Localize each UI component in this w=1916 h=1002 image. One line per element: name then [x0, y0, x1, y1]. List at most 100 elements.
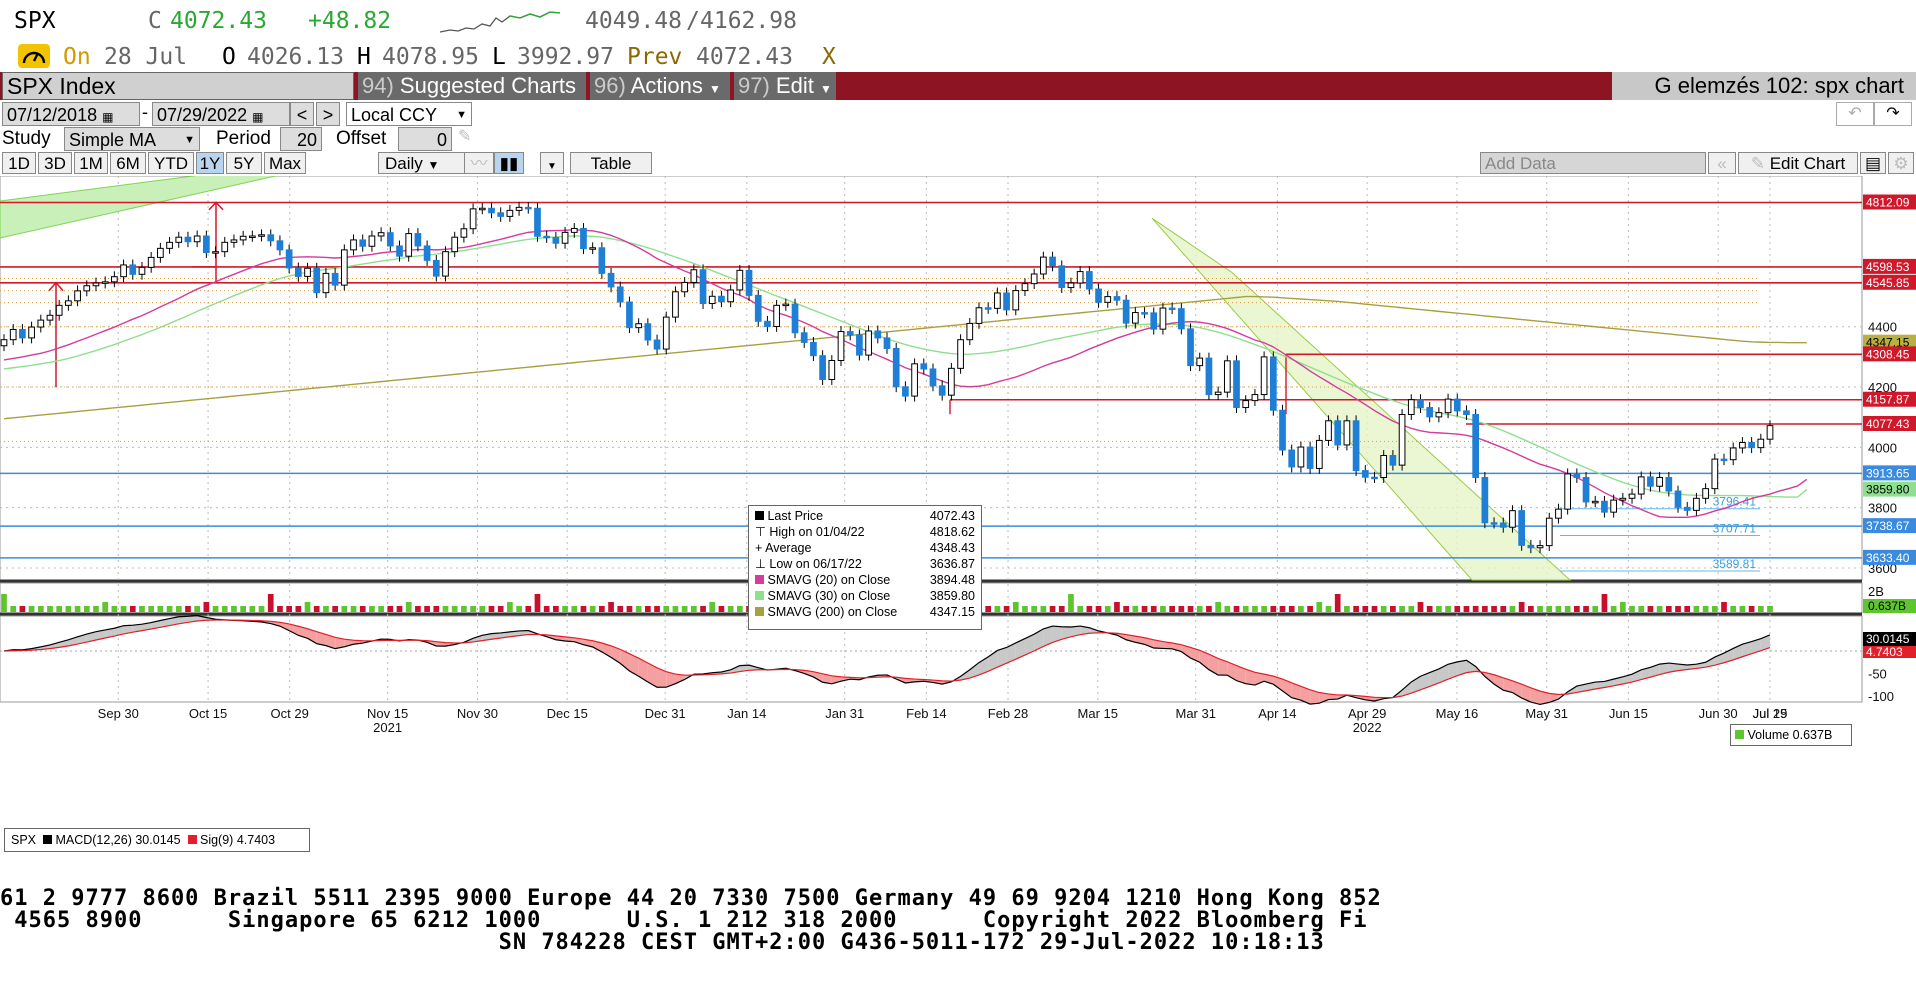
period-button-5y[interactable]: 5Y: [226, 152, 262, 174]
candle: [74, 285, 81, 307]
close-x-button[interactable]: X: [822, 44, 836, 70]
macd-fill: [1402, 681, 1412, 697]
volume-bar: [1307, 606, 1313, 612]
calendar-icon[interactable]: ▦: [102, 110, 114, 124]
volume-bar: [1031, 606, 1038, 612]
candle: [791, 298, 799, 339]
volume-bar: [617, 606, 624, 612]
volume-bar: [1178, 606, 1185, 612]
candle: [368, 230, 376, 252]
period-button-3d[interactable]: 3D: [38, 152, 72, 174]
period-button-1y[interactable]: 1Y: [196, 152, 224, 174]
volume-bar: [212, 606, 219, 612]
period-input[interactable]: 20: [280, 127, 322, 151]
calendar-icon[interactable]: ▦: [252, 110, 264, 124]
volume-bar: [1141, 606, 1148, 612]
candle-body: [1297, 446, 1305, 468]
candle-body: [1306, 446, 1314, 469]
volume-bar: [1058, 606, 1065, 612]
candle-body: [1619, 497, 1627, 501]
volume-bar: [1665, 606, 1672, 612]
macd-fill: [1549, 693, 1559, 703]
macd-fill: [500, 631, 510, 638]
end-date-field[interactable]: 07/29/2022 ▦: [152, 102, 290, 126]
sig-label-box: [1863, 646, 1916, 658]
undo-icon[interactable]: ↶: [1836, 102, 1874, 126]
chart-settings-icon[interactable]: ▤: [1860, 152, 1886, 174]
macd-fill: [1420, 672, 1430, 690]
candle-body: [1012, 290, 1020, 311]
line-chart-icon[interactable]: 〰: [464, 152, 494, 174]
macd-fill: [822, 673, 832, 684]
start-date-field[interactable]: 07/12/2018 ▦: [2, 102, 140, 126]
next-range-button[interactable]: >: [316, 102, 340, 126]
candle: [1361, 465, 1369, 483]
range-sep: /: [686, 8, 700, 34]
y-tick-label: 4400: [1868, 320, 1897, 335]
macd-value: 30.0145: [135, 833, 181, 847]
candle: [681, 277, 688, 298]
edit-chart-button[interactable]: ✎ Edit Chart: [1738, 152, 1858, 174]
candle-body: [1444, 398, 1452, 414]
candle: [1196, 352, 1204, 372]
candle: [543, 230, 551, 243]
volume-bar: [433, 606, 440, 612]
volume-bar: [626, 606, 633, 612]
suggested-charts-menu[interactable]: 94) Suggested Charts: [358, 72, 586, 100]
study-value: Simple MA: [69, 130, 157, 150]
edit-menu[interactable]: 97) Edit ▼: [734, 72, 836, 100]
bar-chart-icon[interactable]: ▮▮: [494, 152, 524, 174]
candle-body: [754, 294, 762, 322]
candle: [534, 202, 541, 242]
open-value: 4026.13: [247, 44, 344, 70]
x-tick-label: Apr 14: [1258, 706, 1296, 721]
legend-square-icon: [755, 607, 764, 616]
volume-bar: [28, 606, 35, 612]
speedometer-icon[interactable]: [18, 44, 50, 68]
candle-body: [193, 235, 201, 243]
chart-type-dropdown[interactable]: ▼: [540, 152, 564, 174]
table-button[interactable]: Table: [570, 152, 652, 174]
frequency-select[interactable]: Daily ▼: [378, 152, 490, 174]
offset-input[interactable]: 0: [398, 127, 452, 151]
candle-body: [313, 267, 321, 294]
date-sep: -: [142, 102, 148, 122]
x-tick-label: May 31: [1525, 706, 1568, 721]
macd-fill: [132, 624, 142, 633]
period-button-1m[interactable]: 1M: [74, 152, 108, 174]
security-field[interactable]: SPX Index: [2, 72, 354, 100]
macd-fill: [1466, 660, 1476, 673]
collapse-icon[interactable]: «: [1708, 152, 1736, 174]
period-button-1d[interactable]: 1D: [2, 152, 36, 174]
prev-range-button[interactable]: <: [290, 102, 314, 126]
candle: [304, 262, 311, 282]
candle-body: [1683, 506, 1691, 511]
volume-bar: [1463, 606, 1470, 612]
candle-body: [672, 291, 679, 318]
high-label: H: [357, 44, 371, 70]
redo-icon[interactable]: ↷: [1874, 102, 1912, 126]
period-button-ytd[interactable]: YTD: [148, 152, 194, 174]
volume-bar: [1739, 606, 1746, 612]
actions-menu[interactable]: 96) Actions ▼: [590, 72, 730, 100]
currency-select[interactable]: Local CCY ▼: [346, 102, 472, 126]
period-button-max[interactable]: Max: [264, 152, 306, 174]
candle: [276, 235, 284, 256]
macd-fill: [1438, 664, 1449, 683]
candle: [28, 321, 35, 344]
candle: [1417, 394, 1424, 413]
candle: [377, 227, 385, 242]
candle-body: [856, 334, 863, 356]
gear-icon[interactable]: ⚙: [1888, 152, 1914, 174]
macd-tick-label: -100: [1868, 689, 1894, 704]
add-data-input[interactable]: Add Data: [1480, 152, 1706, 174]
candle-body: [1214, 391, 1222, 396]
candle-body: [1315, 439, 1323, 469]
study-select[interactable]: Simple MA ▼: [64, 127, 200, 151]
candle-body: [1582, 476, 1590, 503]
candle-body: [1067, 282, 1075, 289]
pencil-icon[interactable]: ✎: [458, 128, 472, 145]
period-button-6m[interactable]: 6M: [110, 152, 146, 174]
candle: [285, 244, 293, 274]
price-label: 3859.80: [1866, 483, 1910, 497]
